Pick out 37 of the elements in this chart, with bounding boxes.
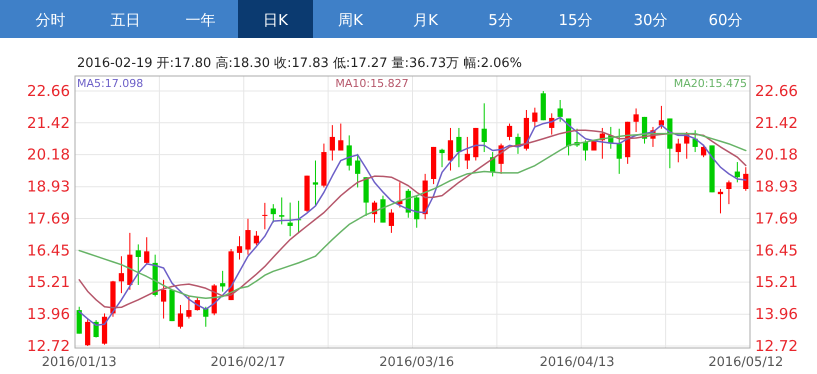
x-tick-label: 2016/02/17	[210, 355, 286, 370]
y-tick-label: 13.96	[27, 305, 70, 324]
x-tick-label: 2016/01/13	[42, 355, 117, 370]
y2-tick-label: 22.66	[755, 82, 798, 100]
y2-tick-label: 16.45	[755, 241, 798, 260]
y-tick-label: 22.66	[27, 82, 70, 100]
y-tick-label: 21.42	[27, 114, 70, 132]
y2-tick-label: 13.96	[755, 305, 798, 324]
y2-tick-label: 12.72	[755, 337, 798, 355]
y-tick-label: 16.45	[27, 241, 70, 260]
text: 15分	[558, 11, 593, 29]
y-tick-label: 17.69	[27, 210, 70, 228]
text: MA20:15.475	[674, 77, 747, 90]
y2-tick-label: 15.21	[755, 273, 798, 292]
text: MA10:15.827	[335, 77, 409, 90]
text: 30分	[633, 11, 668, 29]
y2-tick-label: 20.18	[755, 146, 798, 164]
text: 5分	[488, 11, 513, 29]
text: 五日	[110, 11, 140, 29]
text: 60分	[708, 11, 743, 29]
x-tick-label: 2016/05/12	[708, 355, 784, 370]
text: 周K	[338, 11, 364, 29]
text: 月K	[413, 11, 440, 29]
y-tick-label: 18.93	[27, 178, 70, 196]
text: 日K	[263, 11, 290, 29]
x-tick-label: 2016/04/13	[540, 355, 614, 370]
y2-tick-label: 21.42	[755, 114, 798, 132]
y-tick-label: 12.72	[27, 337, 70, 355]
x-tick-label: 2016/03/16	[379, 355, 454, 370]
text: MA5:17.098	[77, 77, 144, 90]
y2-tick-label: 17.69	[755, 210, 798, 228]
y-tick-label: 20.18	[27, 146, 70, 164]
y-tick-label: 15.21	[27, 273, 70, 292]
text: 2016-02-19 开:17.80 高:18.30 收:17.83 低:17.27 量:36.73万 幅:2.06%	[77, 55, 522, 71]
text: 一年	[186, 11, 216, 29]
y2-tick-label: 18.93	[755, 178, 798, 196]
text: 分时	[36, 11, 66, 29]
